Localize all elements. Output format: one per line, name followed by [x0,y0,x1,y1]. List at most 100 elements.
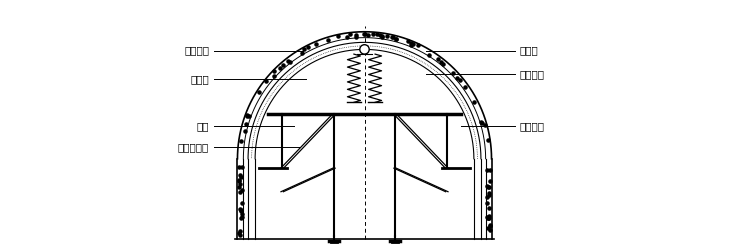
Point [483,206,494,210]
Point [459,85,471,89]
Point [310,42,321,46]
Point [268,69,280,73]
Point [233,231,245,235]
Point [234,182,246,186]
Point [235,139,247,143]
Point [253,90,265,94]
Point [235,175,247,179]
Point [260,79,271,83]
Point [374,33,386,37]
Point [344,32,356,36]
Point [381,34,393,38]
Point [303,45,314,49]
Point [376,35,388,39]
Point [390,37,402,41]
Point [241,113,253,117]
Point [275,66,286,70]
Point [332,34,343,38]
Point [350,33,362,37]
Point [482,216,494,220]
Point [359,32,370,36]
Circle shape [360,45,369,54]
Point [235,207,246,211]
Point [451,76,463,80]
Point [437,62,449,66]
Point [370,32,382,36]
Point [412,43,424,47]
Point [405,41,417,45]
Point [282,59,294,63]
Point [390,37,402,41]
Point [481,201,493,205]
Point [236,188,248,192]
Point [484,228,496,232]
Point [484,223,496,226]
Point [243,114,254,118]
Point [476,121,488,125]
Point [268,74,279,78]
Point [233,165,245,169]
Point [475,120,487,124]
Point [234,190,246,194]
Text: 拉丝: 拉丝 [197,121,209,131]
Point [482,185,494,189]
Point [233,178,245,182]
Point [235,217,247,221]
Point [239,129,251,133]
Point [236,165,248,168]
Point [483,214,494,218]
Point [322,38,334,42]
Point [236,212,248,216]
Point [367,32,379,36]
Point [235,209,247,213]
Point [362,33,374,37]
Text: 防水板: 防水板 [190,74,209,84]
Point [484,168,496,172]
Point [448,71,459,75]
Point [482,138,494,142]
Point [358,32,370,36]
Point [298,47,310,51]
Point [454,78,466,82]
Point [236,201,248,205]
Text: 升降装置: 升降装置 [520,69,545,79]
Point [481,184,493,188]
Point [341,35,353,39]
Point [236,215,248,219]
Point [284,60,296,63]
Point [483,193,495,197]
Point [482,215,494,219]
Point [234,233,246,237]
Point [468,100,480,104]
Point [484,224,496,227]
Point [376,34,388,38]
Point [234,229,246,233]
Point [481,168,493,172]
Point [432,57,443,61]
Point [423,53,434,57]
Point [483,191,495,195]
Text: 铺设台架: 铺设台架 [520,121,545,131]
Point [296,51,308,55]
Point [235,208,247,212]
Point [235,173,246,177]
Point [351,35,362,39]
Point [241,114,253,118]
Point [405,43,417,47]
Point [402,39,414,43]
Point [483,185,494,189]
Point [483,216,494,220]
Text: 充气气囊: 充气气囊 [184,46,209,56]
Point [485,179,496,183]
Point [479,123,491,126]
Point [233,179,245,183]
Point [387,35,399,39]
Point [435,60,447,64]
Point [240,122,252,126]
Text: 锚喷混凝土: 锚喷混凝土 [178,142,209,152]
Point [481,195,493,199]
Point [386,35,397,39]
Point [483,216,495,220]
Point [233,185,245,189]
Text: 支撑架: 支撑架 [520,46,539,56]
